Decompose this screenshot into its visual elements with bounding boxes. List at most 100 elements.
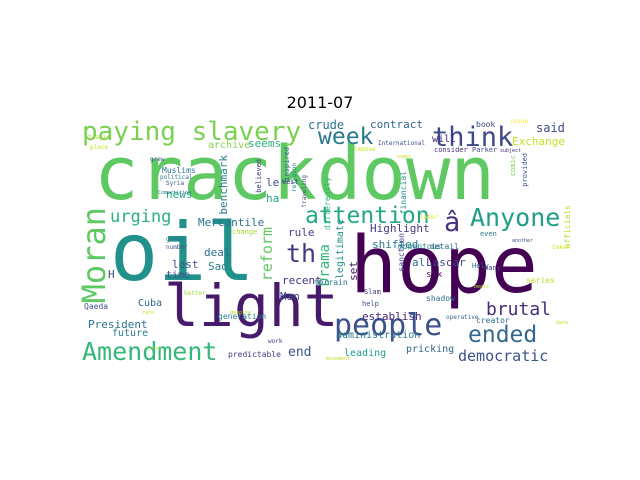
cloud-word: movement xyxy=(326,356,351,362)
cloud-word: better xyxy=(184,290,206,297)
cloud-word: officials xyxy=(563,205,572,249)
cloud-word: political xyxy=(160,174,193,181)
cloud-word: detail xyxy=(430,242,459,251)
cloud-word: generation xyxy=(218,312,267,321)
cloud-word: rule xyxy=(288,226,315,239)
cloud-word: traveling xyxy=(301,175,308,208)
cloud-word: six xyxy=(426,270,443,280)
cloud-word: comes xyxy=(396,154,412,160)
cloud-word: administration xyxy=(336,330,421,341)
cloud-word: brutal xyxy=(486,299,552,320)
cloud-word: West xyxy=(282,178,299,186)
word-cloud: crackdown oil hope light paying slavery … xyxy=(80,119,573,366)
cloud-word: Lascar xyxy=(426,256,466,269)
cloud-word: Qaeda xyxy=(84,302,109,311)
cloud-word: tragic xyxy=(88,134,110,141)
cloud-word: impose xyxy=(354,146,376,153)
cloud-word: change xyxy=(232,228,258,236)
cloud-word: shadow xyxy=(426,294,455,303)
cloud-word: believed xyxy=(255,159,263,193)
cloud-word: another xyxy=(512,238,534,244)
cloud-word: deal xyxy=(204,246,231,259)
cloud-word: Cuba xyxy=(138,298,163,309)
cloud-word: shifted xyxy=(372,238,419,251)
cloud-word: data xyxy=(556,320,569,326)
cloud-word: Mercantile xyxy=(198,216,265,229)
cloud-word: despite xyxy=(230,310,252,316)
cloud-word: paying slavery xyxy=(82,119,302,147)
cloud-word: religion xyxy=(291,163,298,192)
cloud-word: comic xyxy=(509,155,517,177)
cloud-word: al xyxy=(412,256,426,269)
cloud-word: urging xyxy=(110,207,172,227)
cloud-word: news xyxy=(166,188,193,201)
cloud-word: th xyxy=(286,239,317,268)
cloud-word: pricking xyxy=(406,344,455,355)
cloud-word: predictable xyxy=(228,350,281,359)
cloud-word: week xyxy=(318,124,374,150)
cloud-word: consider xyxy=(434,146,468,154)
cloud-word: bears xyxy=(474,284,490,290)
cloud-word: establish xyxy=(362,310,422,323)
cloud-word: attention xyxy=(305,203,430,229)
cloud-word: oil xyxy=(110,206,255,299)
cloud-word: Man xyxy=(280,290,300,303)
cloud-word: differently xyxy=(323,177,332,230)
cloud-word: President xyxy=(88,318,148,331)
cloud-word: will xyxy=(432,134,457,145)
cloud-word: place xyxy=(90,144,109,151)
cloud-word: sanction xyxy=(397,233,406,272)
cloud-word: democratic xyxy=(458,347,549,365)
cloud-word: future xyxy=(112,328,149,339)
cloud-word: taken xyxy=(552,244,571,251)
cloud-word: book xyxy=(476,120,496,129)
cloud-word: help xyxy=(362,300,379,308)
cloud-word: creator xyxy=(476,316,510,325)
cloud-word: H xyxy=(108,268,115,281)
cloud-word: people xyxy=(334,308,443,343)
cloud-word: recent xyxy=(282,274,322,287)
cloud-word: front xyxy=(146,346,162,352)
cloud-word: lost xyxy=(172,258,199,271)
cloud-word: Anyone xyxy=(470,203,561,232)
cloud-word: set xyxy=(347,261,360,281)
cloud-word: time xyxy=(166,270,191,281)
cloud-word: Moran xyxy=(80,207,113,304)
cloud-word: series xyxy=(526,276,555,285)
cloud-word: benchmark xyxy=(217,155,230,215)
cloud-word: terrain xyxy=(314,278,348,287)
cloud-word: Highlight xyxy=(370,222,430,235)
cloud-word: hope xyxy=(350,221,538,311)
cloud-word: Competition xyxy=(158,190,192,196)
cloud-word: think xyxy=(432,122,514,153)
cloud-word: inspired xyxy=(283,147,291,181)
cloud-word: Slam xyxy=(364,288,381,296)
cloud-word: even xyxy=(480,230,497,238)
figure-title: 2011-07 xyxy=(286,93,354,112)
cloud-word: many xyxy=(484,264,501,272)
cloud-word: great xyxy=(166,236,185,243)
cloud-word: archive xyxy=(208,140,251,151)
cloud-word: later xyxy=(420,214,439,221)
cloud-word: ended xyxy=(468,322,538,348)
cloud-word: Muslims xyxy=(162,166,196,175)
cloud-word: â xyxy=(444,207,461,238)
cloud-word: provided xyxy=(521,153,529,187)
cloud-word: grew xyxy=(150,156,165,163)
cloud-word: contract xyxy=(370,119,423,131)
cloud-word: Parker xyxy=(472,146,498,154)
cloud-word: number xyxy=(166,244,188,251)
cloud-word: International xyxy=(378,140,425,147)
cloud-word: financial xyxy=(399,171,408,215)
cloud-word: ha xyxy=(266,192,280,205)
cloud-word: end xyxy=(288,345,312,360)
cloud-word: legitimate xyxy=(335,219,346,280)
cloud-word: momentous xyxy=(398,242,442,251)
cloud-word: Syria xyxy=(166,180,185,187)
cloud-word: Sad xyxy=(208,260,228,273)
cloud-word: issue xyxy=(510,119,529,125)
cloud-word: operative xyxy=(446,314,479,321)
cloud-word: light xyxy=(164,272,339,340)
cloud-word: Amendment xyxy=(82,337,218,366)
cloud-word: rare xyxy=(142,310,155,316)
